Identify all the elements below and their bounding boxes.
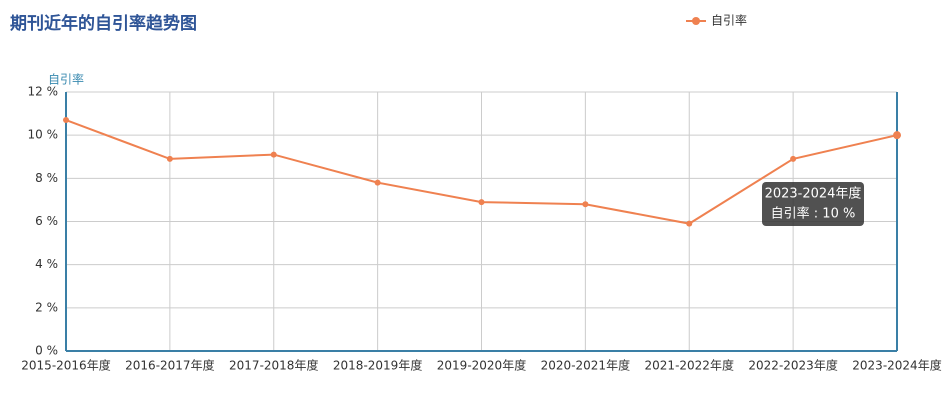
point (270, 151, 277, 158)
x-tick-label: 2015-2016年度 (21, 358, 110, 373)
y-tick-label: 8 % (35, 171, 58, 185)
x-tick-label: 2020-2021年度 (541, 358, 630, 373)
y-tick-label: 12 % (28, 85, 59, 99)
legend-label: 自引率 (711, 13, 747, 28)
y-axis-label: 自引率 (48, 72, 84, 87)
y-tick-label: 0 % (35, 344, 58, 358)
point (478, 199, 485, 206)
y-tick-label: 6 % (35, 214, 58, 228)
x-tick-label: 2022-2023年度 (748, 358, 837, 373)
y-tick-label: 10 % (28, 128, 59, 142)
x-tick-label: 2016-2017年度 (125, 358, 214, 373)
point (582, 201, 589, 208)
legend-marker (692, 17, 700, 25)
x-tick-label: 2018-2019年度 (333, 358, 422, 373)
point (166, 155, 173, 162)
point (63, 117, 69, 124)
x-tick-label: 2017-2018年度 (229, 358, 318, 373)
x-tick-label: 2021-2022年度 (645, 358, 734, 373)
highlight-point (893, 131, 901, 140)
x-tick-label: 2023-2024年度 (852, 358, 941, 373)
tooltip-box (762, 182, 864, 226)
point (790, 155, 797, 162)
tooltip-text: 自引率 : 10 % (771, 206, 856, 222)
point (686, 220, 693, 227)
y-tick-label: 2 % (35, 300, 58, 314)
chart-title: 期刊近年的自引率趋势图 (10, 13, 197, 34)
point (374, 179, 381, 186)
x-tick-label: 2019-2020年度 (437, 358, 526, 373)
y-tick-label: 4 % (35, 257, 58, 271)
tooltip-title: 2023-2024年度 (765, 186, 862, 202)
